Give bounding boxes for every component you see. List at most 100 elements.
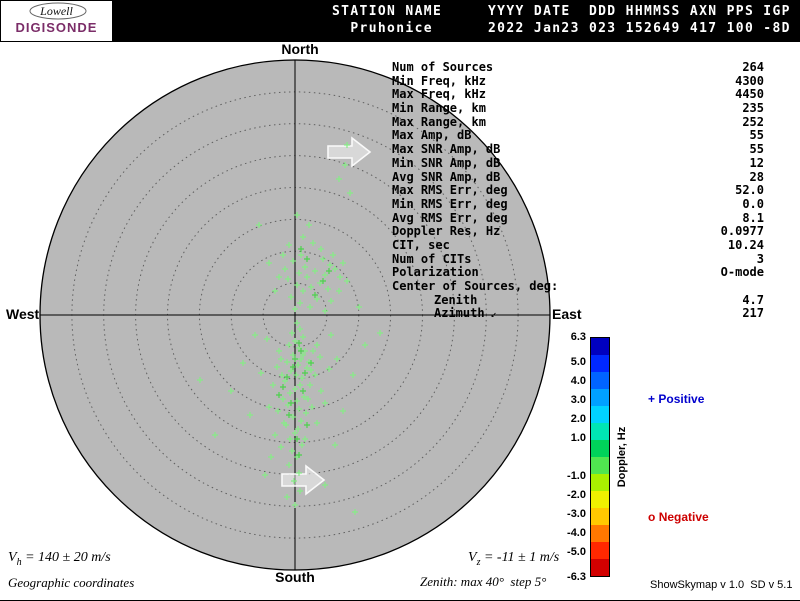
legend-negative-label: Negative [658,510,709,524]
doppler-colorbar [590,337,610,577]
upper-drift-arrow-icon [327,136,372,168]
colorbar-segment [591,389,609,406]
stat-value: 4450 [735,87,764,102]
circle-marker-icon: o [648,510,656,524]
colorbar-area: Doppler, Hz 6.3 5.0 4.0 3.0 2.0 1.0 -1.0 -2.0 -3… [548,331,680,583]
plus-marker-icon: + [648,392,656,406]
stat-label: Max Range, km [392,114,486,129]
compass-north-label: North [281,41,319,57]
legend-negative: o Negative [648,510,709,524]
colorbar-tick-label: 2.0 [570,412,586,425]
stat-label: Polarization [392,265,479,280]
stat-label: Avg RMS Err, deg [392,210,508,225]
colorbar-segment [591,457,609,474]
stat-label: Num of Sources [392,60,494,74]
stats-row: Max Range, km 252 [392,114,764,130]
stats-row: Max RMS Err, deg 52.0 [392,183,764,198]
colorbar-segment [591,559,609,576]
compass-south-label: South [275,569,315,585]
stats-row: Num of CITs 3 [392,251,764,267]
colorbar-tick-label: 4.0 [570,374,586,387]
colorbar-segment [591,491,609,508]
stats-row: Center of Sources, deg: [392,279,764,294]
colorbar-segment [591,440,609,457]
stat-label: Doppler Res, Hz [392,224,501,239]
colorbar-segment [591,525,609,542]
source-point-markers [197,142,383,515]
stats-row: Zenith 4.7 [392,292,764,308]
stat-label: Min Freq, kHz [392,73,486,88]
stats-row: Avg SNR Amp, dB 28 [392,169,764,185]
legend-positive-label: Positive [658,392,705,406]
stats-row: Min SNR Amp, dB 12 [392,155,764,171]
stats-row: Polarization O-mode [392,266,764,280]
stat-value: O-mode [720,265,764,280]
stat-value: 264 [742,60,764,74]
stat-value: 0.0977 [720,224,764,239]
stats-row: Num of Sources 264 [392,60,764,75]
stat-value: 28 [749,169,764,184]
stat-label: Max Freq, kHz [392,87,486,102]
stat-label: Avg SNR Amp, dB [392,169,501,184]
logo-digisonde-text: DIGISONDE [15,20,98,35]
vertical-velocity-label: Vz = -11 ± 1 m/s [468,550,560,568]
logo-lowell-text: Lowell [40,4,73,18]
stat-label: Zenith [434,292,478,307]
colorbar-tick-label: 3.0 [570,393,586,406]
colorbar-tick-label: 5.0 [570,355,586,368]
stat-value: 12 [749,155,764,170]
colorbar-tick-label: 1.0 [570,431,586,444]
colorbar-title: Doppler, Hz [616,426,628,488]
stat-value: 55 [749,128,764,143]
stats-row: Max Amp, dB 55 [392,129,764,143]
lower-drift-arrow-icon [281,464,326,496]
source-points-layer [197,142,383,515]
compass-east-label: East [552,306,582,322]
horizontal-velocity-label: Vh = 140 ± 20 m/s [8,550,111,568]
colorbar-segment [591,508,609,525]
stat-label: Max RMS Err, deg [392,183,508,198]
stat-label: Center of Sources, deg: [392,279,559,293]
stat-value: 217 [742,306,764,321]
colorbar-segment [591,406,609,423]
stat-label: Azimuth ↙ [434,306,497,321]
colorbar-segment [591,423,609,440]
colorbar-tick-label: -3.0 [567,508,586,521]
stats-row: Max Freq, kHz 4450 [392,88,764,102]
stat-label: Min SNR Amp, dB [392,155,501,170]
stats-row: Max SNR Amp, dB 55 [392,142,764,157]
colorbar-tick-label: -2.0 [567,489,586,502]
header-station-values: Pruhonice 2022 Jan23 023 152649 417 100 … [332,21,791,36]
stats-row: Azimuth ↙ 217 [392,307,764,321]
colorbar-tick-label: -4.0 [567,527,586,540]
stats-row: Min Freq, kHz 4300 [392,73,764,89]
logo-swoosh-icon [29,2,87,20]
stat-value: 3 [756,251,764,266]
colorbar-tick-label: 6.3 [570,331,586,343]
crosshair-axes [40,60,550,570]
stat-value: 4300 [735,73,764,88]
zenith-scale-note: Zenith: max 40° step 5° [420,574,547,589]
source-point-markers [276,246,332,458]
stats-row: Doppler Res, Hz 0.0977 [392,225,764,239]
software-version-label: ShowSkymap v 1.0 SD v 5.1 [650,579,793,591]
legend-positive: + Positive [648,392,704,406]
stat-label: Num of CITs [392,251,472,266]
colorbar-segment [591,372,609,389]
stats-list: Num of Sources 264 Min Freq, kHz 4300 Max Fr… [392,60,764,321]
drift-direction-arrows [281,136,372,496]
stat-label: Max Amp, dB [392,128,472,143]
stat-value: 4.7 [742,292,764,307]
stats-row: Avg RMS Err, deg 8.1 [392,210,764,226]
header-column-titles: STATION NAME YYYY DATE DDD HHMMSS AXN PP… [332,4,791,19]
compass-west-label: West [6,306,40,322]
colorbar-tick-label: -5.0 [567,546,586,559]
stats-row: Min RMS Err, deg 0.0 [392,197,764,212]
stat-label: CIT, sec [392,237,450,252]
colorbar-tick-label: -1.0 [567,470,586,483]
colorbar-segment [591,338,609,355]
colorbar-segment [591,542,609,559]
coordinates-note: Geographic coordinates [8,575,135,590]
